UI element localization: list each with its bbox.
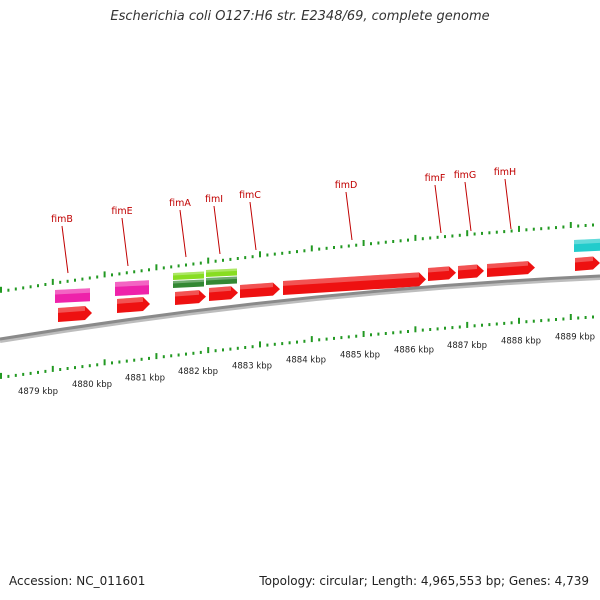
gene-arrow-fimF-highlight [428, 266, 449, 273]
feature-box-fimA-lower-highlight [173, 279, 204, 284]
feature-box-edge-highlight [574, 238, 600, 245]
feature-box-fimA [173, 271, 204, 280]
scale-label: 4888 kbp [501, 337, 541, 347]
genome-backbone [0, 274, 600, 343]
feature-box-fimE-highlight [115, 280, 149, 287]
feature-box-edge [574, 238, 600, 252]
scale-label: 4885 kbp [340, 350, 380, 360]
gene-label-fimA: fimA [169, 198, 191, 209]
callout-line-fimH [504, 178, 512, 230]
gene-arrow-fimI-highlight [209, 286, 231, 293]
gene-arrow-edge-highlight [575, 256, 593, 263]
scale-label: 4880 kbp [72, 380, 112, 390]
feature-box-fimI-lower-highlight [206, 276, 237, 281]
callout-line-fimE [121, 217, 129, 267]
scale-label: 4882 kbp [178, 367, 218, 377]
callout-line-fimD [345, 191, 353, 241]
gene-arrow-edge [575, 256, 600, 271]
gene-arrow-fimC [240, 282, 280, 298]
feature-box-fimI [206, 268, 237, 277]
scale-tick-track [0, 314, 594, 379]
gene-arrow-fimE-highlight [117, 297, 143, 304]
gene-features[interactable] [55, 238, 600, 322]
gene-arrow-fimB-highlight [58, 305, 85, 313]
backbone-shadow [0, 276, 600, 343]
gene-arrow-fimH [487, 261, 535, 277]
gene-label-fimC: fimC [239, 190, 261, 201]
callout-line-fimA [179, 209, 187, 258]
scale-label: 4884 kbp [286, 356, 326, 366]
gene-arrow-fimI [209, 286, 238, 301]
feature-box-fimE [115, 280, 149, 296]
feature-box-fimA-highlight [173, 271, 204, 276]
gene-arrow-fimB [58, 305, 92, 322]
gene-label-fimE: fimE [111, 206, 132, 217]
scale-label: 4883 kbp [232, 361, 272, 371]
callout-line-fimF [434, 184, 442, 234]
upper-tick-track [0, 222, 594, 293]
gene-label-fimG: fimG [454, 170, 477, 181]
scale-label: 4879 kbp [18, 387, 58, 397]
gene-arrow-fimD [283, 272, 426, 295]
scale-label: 4889 kbp [555, 333, 595, 343]
scale-label: 4887 kbp [447, 341, 487, 351]
gene-arrow-fimE [117, 297, 150, 313]
scale-label: 4886 kbp [394, 345, 434, 355]
gene-arrow-fimH-highlight [487, 261, 528, 269]
gene-arrow-fimG-highlight [458, 264, 477, 271]
gene-label-fimI: fimI [205, 194, 223, 205]
feature-box-fimA-lower [173, 279, 204, 288]
feature-box-fimB-highlight [55, 288, 90, 295]
backbone-line [0, 274, 600, 341]
gene-arrow-fimF [428, 266, 456, 281]
gene-arrow-fimC-highlight [240, 282, 273, 290]
genome-info-text: Topology: circular; Length: 4,965,553 bp… [259, 574, 589, 588]
feature-box-fimB [55, 288, 90, 303]
map-title: Escherichia coli O127:H6 str. E2348/69, … [110, 9, 490, 24]
callout-line-fimI [213, 205, 221, 255]
gene-label-fimH: fimH [494, 167, 516, 178]
gene-arrow-fimD-highlight [283, 272, 419, 286]
callout-line-fimB [61, 225, 69, 274]
scale-labels: 4879 kbp 4880 kbp 4881 kbp 4882 kbp 4883 kbp… [18, 333, 595, 397]
gene-label-fimD: fimD [335, 180, 358, 191]
gene-arrow-fimG [458, 264, 484, 279]
gene-arrow-fimA [175, 290, 206, 305]
feature-box-fimI-lower [206, 276, 237, 285]
gene-label-fimF: fimF [425, 173, 446, 184]
gene-callouts [61, 178, 512, 274]
gene-labels: fimB fimE fimA fimI fimC fimD fimF fimG fimH [51, 167, 516, 225]
feature-box-fimI-highlight [206, 268, 237, 273]
scale-label: 4881 kbp [125, 373, 165, 383]
gene-label-fimB: fimB [51, 214, 73, 225]
accession-text: Accession: NC_011601 [9, 574, 146, 588]
gene-arrow-fimA-highlight [175, 290, 199, 297]
callout-line-fimC [249, 201, 257, 251]
callout-line-fimG [464, 181, 472, 232]
